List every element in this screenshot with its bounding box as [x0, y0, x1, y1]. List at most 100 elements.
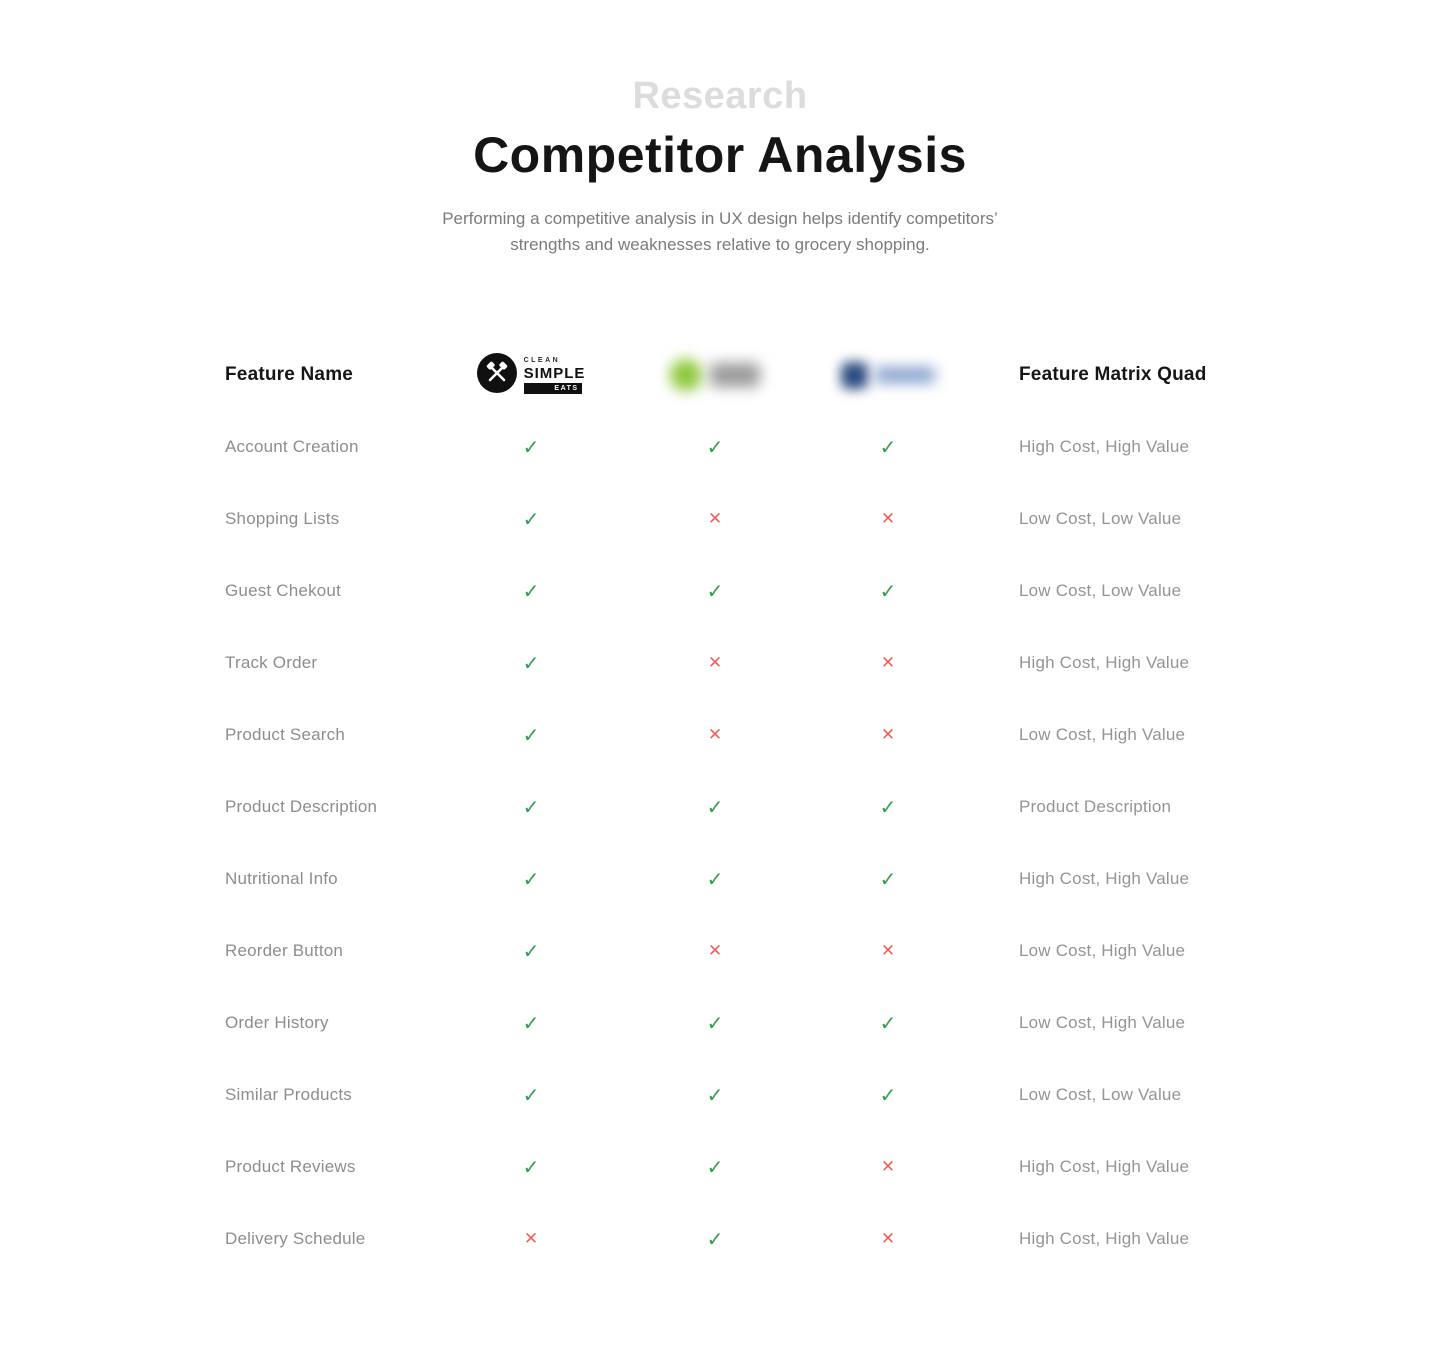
mark-cell-competitor-3: ✓	[833, 579, 943, 604]
cross-icon: ✕	[707, 653, 723, 672]
checkmark-icon: ✓	[879, 1012, 897, 1035]
logo-word-simple: SIMPLE	[523, 365, 586, 382]
crossed-utensils-icon	[476, 352, 517, 398]
cross-icon: ✕	[880, 653, 896, 672]
mark-cell-competitor-2: ✓	[597, 435, 833, 460]
checkmark-icon: ✓	[522, 508, 540, 531]
table-row: Similar Products ✓ ✓ ✓ Low Cost, Low Val…	[225, 1059, 1215, 1131]
cross-icon: ✕	[707, 941, 723, 960]
checkmark-icon: ✓	[522, 940, 540, 963]
blurred-green-logo-mark	[670, 359, 702, 391]
mark-cell-clean-simple-eats: ✓	[465, 867, 597, 892]
checkmark-icon: ✓	[522, 796, 540, 819]
checkmark-icon: ✓	[522, 1156, 540, 1179]
feature-name: Order History	[225, 1013, 329, 1032]
checkmark-icon: ✓	[522, 1084, 540, 1107]
section-eyebrow: Research	[632, 75, 808, 117]
cross-icon: ✕	[880, 941, 896, 960]
mark-cell-clean-simple-eats: ✓	[465, 1011, 597, 1036]
blurred-blue-logo-mark	[841, 361, 868, 389]
feature-matrix-table: Feature Name	[225, 339, 1215, 1275]
checkmark-icon: ✓	[706, 1228, 724, 1251]
mark-cell-clean-simple-eats: ✓	[465, 651, 597, 676]
mark-cell-clean-simple-eats: ✓	[465, 1083, 597, 1108]
mark-cell-competitor-2: ✓	[597, 1227, 833, 1252]
blurred-green-logo	[670, 359, 760, 391]
mark-cell-competitor-3: ✓	[833, 435, 943, 460]
checkmark-icon: ✓	[879, 1084, 897, 1107]
page-header: Research Competitor Analysis Performing …	[0, 0, 1440, 258]
checkmark-icon: ✓	[522, 868, 540, 891]
quad-value: Low Cost, Low Value	[1019, 1085, 1182, 1104]
mark-cell-clean-simple-eats: ✓	[465, 435, 597, 460]
mark-cell-competitor-3: ✕	[833, 941, 943, 961]
feature-name: Reorder Button	[225, 941, 344, 960]
mark-cell-competitor-3: ✓	[833, 795, 943, 820]
table-row: Track Order ✓ ✕ ✕ High Cost, High Value	[225, 627, 1215, 699]
quad-value: High Cost, High Value	[1019, 1157, 1190, 1176]
quad-value: High Cost, High Value	[1019, 1229, 1190, 1248]
mark-cell-competitor-2: ✓	[597, 1011, 833, 1036]
page-subtitle: Performing a competitive analysis in UX …	[0, 206, 1440, 258]
clean-simple-eats-logo: CLEAN SIMPLE EATS	[476, 352, 586, 398]
checkmark-icon: ✓	[522, 1012, 540, 1035]
feature-name: Similar Products	[225, 1085, 352, 1104]
mark-cell-clean-simple-eats: ✓	[465, 1155, 597, 1180]
checkmark-icon: ✓	[879, 796, 897, 819]
competitor-logo-blurred-blue	[833, 361, 943, 389]
feature-name: Shopping Lists	[225, 509, 340, 528]
mark-cell-competitor-2: ✕	[597, 725, 833, 745]
mark-cell-competitor-2: ✓	[597, 867, 833, 892]
table-row: Product Description ✓ ✓ ✓ Product Descri…	[225, 771, 1215, 843]
cross-icon: ✕	[523, 1229, 539, 1248]
table-row: Product Reviews ✓ ✓ ✕ High Cost, High Va…	[225, 1131, 1215, 1203]
competitor-logo-blurred-green	[597, 359, 833, 391]
table-row: Product Search ✓ ✕ ✕ Low Cost, High Valu…	[225, 699, 1215, 771]
blurred-green-logo-text	[710, 363, 760, 387]
blurred-blue-logo-text	[875, 367, 935, 383]
checkmark-icon: ✓	[706, 1012, 724, 1035]
logo-word-clean: CLEAN	[523, 357, 561, 364]
mark-cell-competitor-3: ✓	[833, 867, 943, 892]
table-row: Guest Chekout ✓ ✓ ✓ Low Cost, Low Value	[225, 555, 1215, 627]
checkmark-icon: ✓	[522, 580, 540, 603]
mark-cell-competitor-2: ✓	[597, 1083, 833, 1108]
checkmark-icon: ✓	[706, 796, 724, 819]
checkmark-icon: ✓	[706, 1084, 724, 1107]
feature-name: Account Creation	[225, 437, 359, 456]
mark-cell-competitor-3: ✕	[833, 509, 943, 529]
feature-name: Product Reviews	[225, 1157, 356, 1176]
checkmark-icon: ✓	[706, 868, 724, 891]
competitor-logo-clean-simple-eats: CLEAN SIMPLE EATS	[465, 352, 597, 398]
checkmark-icon: ✓	[706, 436, 724, 459]
table-row: Shopping Lists ✓ ✕ ✕ Low Cost, Low Value	[225, 483, 1215, 555]
table-header-row: Feature Name	[225, 339, 1215, 411]
cross-icon: ✕	[880, 725, 896, 744]
checkmark-icon: ✓	[522, 724, 540, 747]
quad-value: Low Cost, High Value	[1019, 725, 1186, 744]
column-header-feature-name: Feature Name	[225, 364, 354, 385]
mark-cell-clean-simple-eats: ✕	[465, 1229, 597, 1249]
feature-name: Nutritional Info	[225, 869, 338, 888]
mark-cell-clean-simple-eats: ✓	[465, 723, 597, 748]
cross-icon: ✕	[880, 509, 896, 528]
mark-cell-clean-simple-eats: ✓	[465, 579, 597, 604]
mark-cell-clean-simple-eats: ✓	[465, 795, 597, 820]
logo-eats-bar: EATS	[523, 383, 582, 394]
mark-cell-competitor-3: ✕	[833, 1157, 943, 1177]
mark-cell-competitor-2: ✕	[597, 509, 833, 529]
checkmark-icon: ✓	[879, 580, 897, 603]
mark-cell-clean-simple-eats: ✓	[465, 507, 597, 532]
feature-name: Track Order	[225, 653, 318, 672]
mark-cell-competitor-3: ✓	[833, 1011, 943, 1036]
mark-cell-competitor-3: ✓	[833, 1083, 943, 1108]
cross-icon: ✕	[880, 1229, 896, 1248]
quad-value: Product Description	[1019, 797, 1172, 816]
mark-cell-competitor-3: ✕	[833, 725, 943, 745]
table-row: Order History ✓ ✓ ✓ Low Cost, High Value	[225, 987, 1215, 1059]
table-row: Account Creation ✓ ✓ ✓ High Cost, High V…	[225, 411, 1215, 483]
subtitle-line-2: strengths and weaknesses relative to gro…	[510, 235, 930, 254]
table-body: Account Creation ✓ ✓ ✓ High Cost, High V…	[225, 411, 1215, 1275]
mark-cell-competitor-3: ✕	[833, 653, 943, 673]
cross-icon: ✕	[880, 1157, 896, 1176]
